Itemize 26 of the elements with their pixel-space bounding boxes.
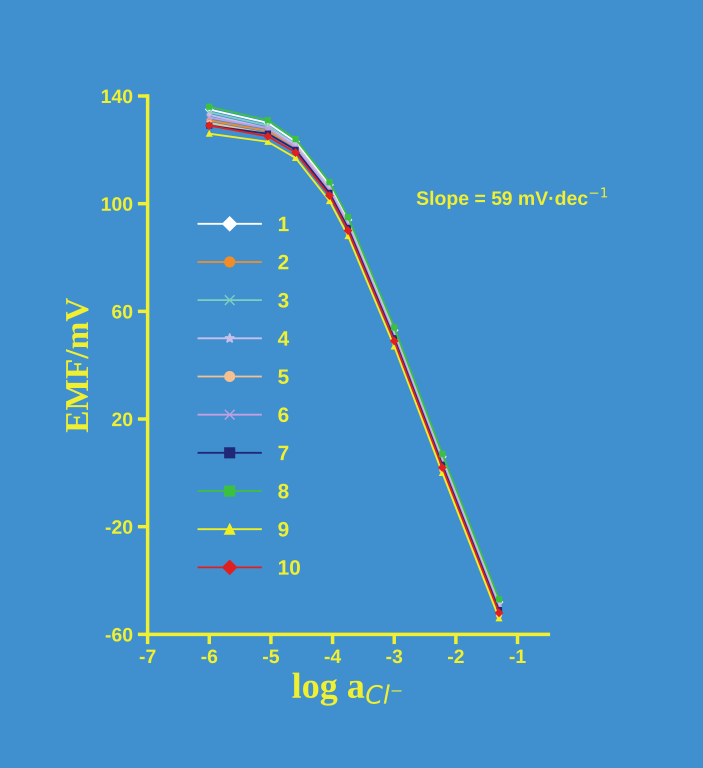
y-tick-label: 100: [102, 197, 132, 211]
y-tick-label: -20: [106, 520, 132, 534]
legend-label: 1: [278, 216, 289, 232]
y-tick-label: 20: [112, 412, 132, 426]
x-tick-label: -3: [386, 649, 402, 664]
y-axis-title: EMF/mV: [66, 298, 88, 432]
y-tick-label: 60: [112, 304, 132, 319]
legend-label: 6: [278, 407, 288, 422]
annotation: Slope = 59 mV·dec$^{−1}$: [416, 188, 608, 209]
legend-label: 2: [278, 254, 288, 270]
legend-label: 4: [278, 331, 290, 346]
x-tick-label: -6: [201, 649, 218, 664]
x-axis-title: log a$_{Cl⁻}$: [292, 672, 402, 706]
x-tick-label: -1: [510, 650, 526, 664]
legend-label: 10: [278, 560, 300, 575]
y-tick-label: -60: [106, 628, 132, 642]
legend-label: 7: [278, 446, 288, 460]
x-tick-label: -5: [263, 650, 280, 664]
legend-label: 3: [278, 292, 288, 308]
x-tick-label: -7: [140, 650, 156, 664]
x-tick-label: -4: [324, 650, 342, 664]
legend-label: 5: [278, 369, 289, 384]
legend-label: 9: [278, 522, 288, 537]
x-tick-label: -2: [448, 649, 464, 664]
y-tick-label: 140: [102, 89, 132, 104]
legend-label: 8: [278, 484, 289, 499]
